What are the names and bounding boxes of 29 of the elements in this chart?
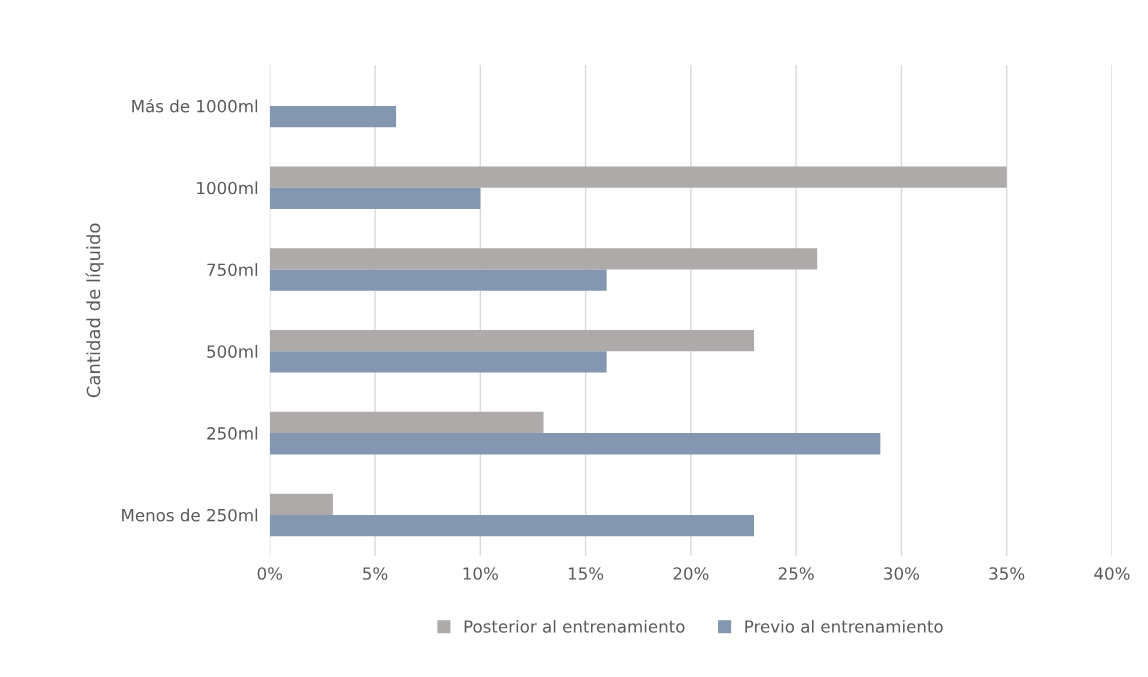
y-tick-label: Menos de 250ml	[122, 508, 258, 522]
x-tick-label: 20%	[673, 567, 709, 580]
y-axis-title: Cantidad de líquido	[85, 223, 104, 398]
x-tick-label: 0%	[257, 567, 283, 580]
bar	[269, 166, 1007, 188]
bar	[269, 433, 881, 455]
legend-label: Posterior al entrenamiento	[464, 619, 685, 633]
y-tick-label: Más de 1000ml	[132, 98, 258, 113]
x-tick-label: 5%	[363, 567, 388, 580]
y-tick-label: 750ml	[207, 263, 258, 277]
x-tick-label: 30%	[884, 567, 920, 580]
bar	[269, 411, 544, 434]
x-tick-label: 15%	[568, 567, 604, 580]
x-tick-label: 35%	[989, 567, 1025, 580]
legend-label: Previo al entrenamiento	[745, 619, 943, 633]
x-tick-label: 10%	[463, 567, 498, 580]
bar	[269, 269, 607, 291]
bar	[269, 105, 397, 128]
bar	[269, 514, 755, 537]
bar	[269, 330, 755, 352]
bar	[269, 351, 607, 373]
x-tick-label: 40%	[1094, 567, 1130, 580]
y-tick-label: 500ml	[207, 344, 258, 358]
y-tick-label: 250ml	[207, 426, 258, 440]
bar	[269, 187, 481, 209]
x-tick-label: 25%	[778, 567, 814, 580]
bar	[269, 493, 333, 515]
bar	[269, 248, 818, 270]
y-tick-label: 1000ml	[197, 181, 258, 195]
